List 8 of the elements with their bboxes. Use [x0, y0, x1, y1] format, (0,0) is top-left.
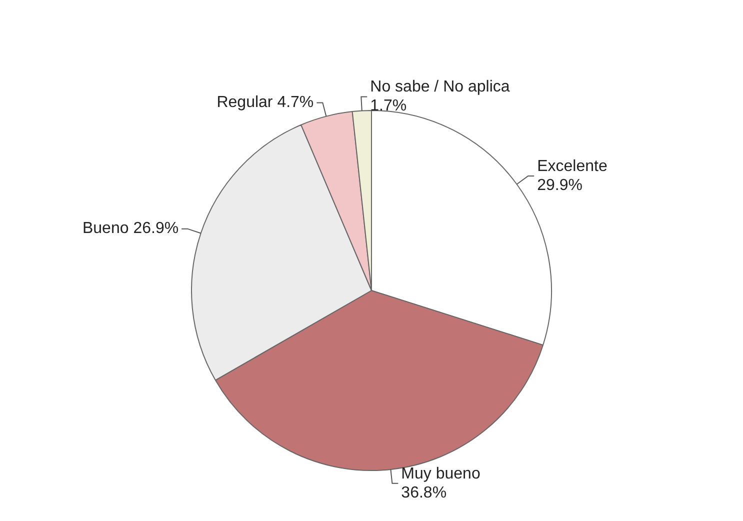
slice-label: Muy bueno	[401, 465, 480, 482]
slice-label: Regular 4.7%	[216, 94, 314, 112]
data-label: 1.7%	[370, 98, 407, 115]
data-label: 29.9%	[537, 176, 582, 194]
slice-label: Bueno 26.9%	[82, 220, 179, 238]
slice-label: Excelente	[537, 158, 608, 175]
data-label: 36.8%	[401, 484, 447, 502]
slice-label: No sabe / No aplica	[370, 78, 510, 96]
